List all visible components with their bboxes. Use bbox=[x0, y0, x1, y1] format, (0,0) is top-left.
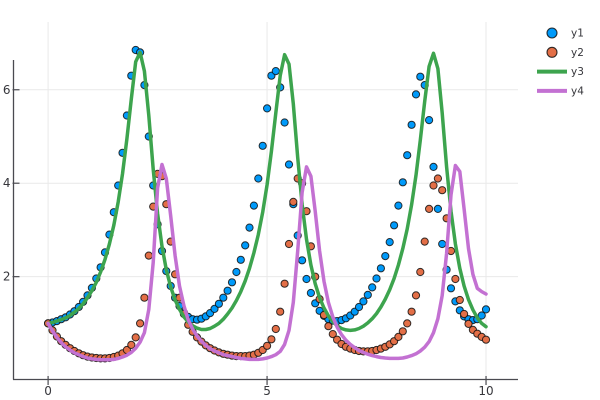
x-tick-label: 10 bbox=[478, 384, 493, 398]
plot-svg: 0 5 10 2 4 6 y1 y2 y3 y4 bbox=[0, 0, 600, 400]
series-y1-marker bbox=[430, 163, 437, 170]
series-y1-marker bbox=[228, 279, 235, 286]
series-y1-marker bbox=[412, 91, 419, 98]
series-y1-marker bbox=[307, 289, 314, 296]
series-y1-marker bbox=[377, 265, 384, 272]
series-y2-marker bbox=[141, 294, 148, 301]
series-y1-marker bbox=[417, 73, 424, 80]
chart: 0 5 10 2 4 6 y1 y2 y3 y4 bbox=[0, 0, 600, 400]
series-y2-marker bbox=[325, 323, 332, 330]
y-tick-label: 2 bbox=[3, 270, 11, 284]
series-y1-marker bbox=[264, 105, 271, 112]
series-y1-marker bbox=[386, 239, 393, 246]
y-tick-label: 4 bbox=[3, 176, 11, 190]
legend-label-y1: y1 bbox=[571, 28, 584, 40]
series-y2-marker bbox=[281, 280, 288, 287]
series-y1-marker bbox=[395, 202, 402, 209]
series-y1-marker bbox=[369, 284, 376, 291]
series-y2-marker bbox=[426, 205, 433, 212]
legend-label-y3: y3 bbox=[571, 66, 584, 78]
legend-marker-y1 bbox=[547, 28, 557, 38]
series-y2-marker bbox=[452, 275, 459, 282]
series-y1-marker bbox=[373, 275, 380, 282]
legend-marker-y2 bbox=[547, 47, 557, 57]
series-y2-marker bbox=[417, 268, 424, 275]
series-y1-marker bbox=[426, 117, 433, 124]
series-y1-marker bbox=[408, 121, 415, 128]
series-y1-marker bbox=[259, 142, 266, 149]
series-y2-marker bbox=[456, 296, 463, 303]
series-y1-marker bbox=[482, 306, 489, 313]
series-y1-marker bbox=[250, 202, 257, 209]
series-y1-marker bbox=[255, 175, 262, 182]
series-y1-marker bbox=[272, 68, 279, 75]
series-y1-marker bbox=[360, 298, 367, 305]
series-y1-marker bbox=[224, 287, 231, 294]
series-y2-marker bbox=[434, 175, 441, 182]
series-y2-marker bbox=[399, 328, 406, 335]
series-y2-marker bbox=[408, 308, 415, 315]
series-y1-marker bbox=[303, 275, 310, 282]
series-y1-marker bbox=[447, 285, 454, 292]
series-y1-marker bbox=[364, 291, 371, 298]
series-y2-marker bbox=[272, 325, 279, 332]
series-y1-marker bbox=[391, 222, 398, 229]
x-tick-label: 5 bbox=[263, 384, 271, 398]
series-y2-marker bbox=[421, 238, 428, 245]
series-y2-marker bbox=[137, 320, 144, 327]
series-y2-marker bbox=[439, 187, 446, 194]
series-y1-marker bbox=[382, 253, 389, 260]
series-y2-marker bbox=[412, 292, 419, 299]
x-tick-label: 0 bbox=[44, 384, 52, 398]
series-y2-marker bbox=[145, 252, 152, 259]
series-y2-marker bbox=[290, 198, 297, 205]
series-y1-marker bbox=[246, 224, 253, 231]
series-y1-marker bbox=[233, 268, 240, 275]
series-y1-marker bbox=[220, 294, 227, 301]
legend-label-y4: y4 bbox=[571, 85, 584, 97]
series-y1-marker bbox=[299, 257, 306, 264]
series-y2-marker bbox=[277, 308, 284, 315]
series-y2-marker bbox=[461, 310, 468, 317]
series-y2-marker bbox=[285, 240, 292, 247]
series-y2-marker bbox=[128, 341, 135, 348]
series-y1-marker bbox=[237, 256, 244, 263]
series-y1-marker bbox=[242, 242, 249, 249]
series-y2-marker bbox=[404, 320, 411, 327]
series-y2-marker bbox=[264, 342, 271, 349]
series-y1-marker bbox=[285, 161, 292, 168]
series-y1-marker bbox=[281, 119, 288, 126]
series-y1-marker bbox=[434, 205, 441, 212]
legend-label-y2: y2 bbox=[571, 47, 584, 59]
series-y1-marker bbox=[404, 152, 411, 159]
series-y2-marker bbox=[132, 334, 139, 341]
series-y2-marker bbox=[482, 336, 489, 343]
series-y2-marker bbox=[268, 336, 275, 343]
y-tick-label: 6 bbox=[3, 83, 11, 97]
series-y2-marker bbox=[430, 182, 437, 189]
series-y1-marker bbox=[439, 240, 446, 247]
series-y1-marker bbox=[399, 179, 406, 186]
